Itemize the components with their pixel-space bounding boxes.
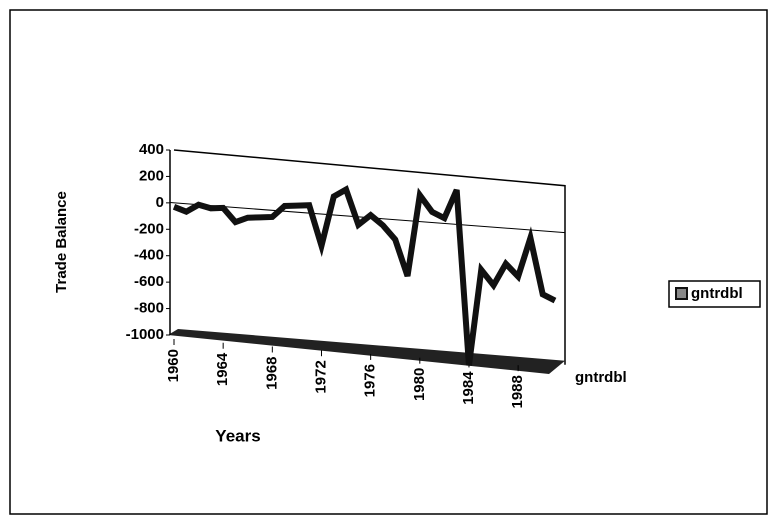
x-tick-label: 1980 — [411, 368, 428, 401]
x-axis-label: Years — [215, 426, 260, 445]
x-tick-label: 1976 — [362, 364, 379, 397]
x-tick-label: 1972 — [312, 360, 329, 393]
x-tick-label: 1964 — [214, 352, 231, 386]
x-tick-label: 1988 — [509, 375, 526, 408]
chart-frame — [9, 9, 768, 515]
legend-swatch — [675, 287, 688, 300]
y-tick-label: -1000 — [126, 326, 164, 343]
y-tick-label: 200 — [139, 167, 164, 184]
y-tick-label: 400 — [139, 141, 164, 158]
y-tick-label: -600 — [134, 273, 164, 290]
y-tick-label: 0 — [156, 194, 164, 211]
y-tick-label: -400 — [134, 247, 164, 264]
x-tick-label: 1984 — [460, 371, 477, 405]
legend-label: gntrdbl — [691, 285, 743, 302]
depth-axis-label: gntrdbl — [575, 369, 627, 386]
x-tick-label: 1960 — [165, 349, 182, 382]
x-tick-label: 1968 — [263, 356, 280, 389]
y-tick-label: -200 — [134, 220, 164, 237]
floor — [168, 329, 565, 374]
y-axis-label: Trade Balance — [53, 191, 70, 293]
y-tick-label: -800 — [134, 300, 164, 317]
back-wall-edge — [173, 149, 566, 365]
data-line — [172, 185, 557, 366]
